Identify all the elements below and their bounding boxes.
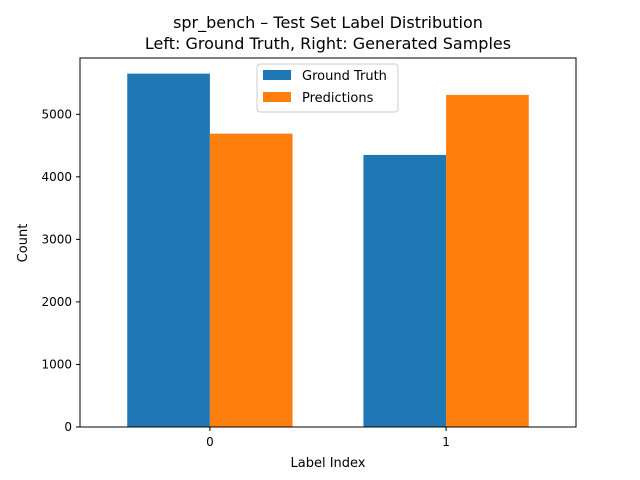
bar-ground-truth-label-1 [363, 154, 447, 427]
bars-group [127, 73, 529, 428]
bar-predictions-label-0 [209, 133, 293, 427]
x-tick-label: 0 [206, 435, 214, 449]
plot-frame [79, 57, 577, 428]
legend-label-predictions: Predictions [302, 91, 374, 106]
legend: Ground Truth Predictions [256, 63, 399, 113]
y-tick-label: 3000 [41, 232, 72, 246]
bar-ground-truth-label-0 [127, 73, 210, 427]
legend-box [256, 63, 399, 113]
y-tick-label: 4000 [41, 170, 72, 184]
y-tick-label: 0 [64, 420, 72, 434]
legend-swatch-ground-truth [263, 70, 291, 80]
y-tick-label: 2000 [41, 295, 72, 309]
x-tick-label: 1 [442, 435, 450, 449]
y-tick-label: 5000 [41, 107, 72, 121]
y-tick-label: 1000 [41, 357, 72, 371]
chart-title: spr_bench – Test Set Label Distribution [173, 13, 483, 33]
legend-swatch-predictions [263, 92, 291, 102]
chart-subtitle: Left: Ground Truth, Right: Generated Sam… [145, 34, 511, 53]
bar-predictions-label-1 [446, 94, 529, 428]
y-axis-label: Count [16, 224, 31, 263]
y-ticks-group: 0 1000 2000 3000 4000 5000 [41, 107, 80, 434]
legend-label-ground-truth: Ground Truth [302, 69, 387, 84]
x-axis-label: Label Index [291, 456, 366, 471]
